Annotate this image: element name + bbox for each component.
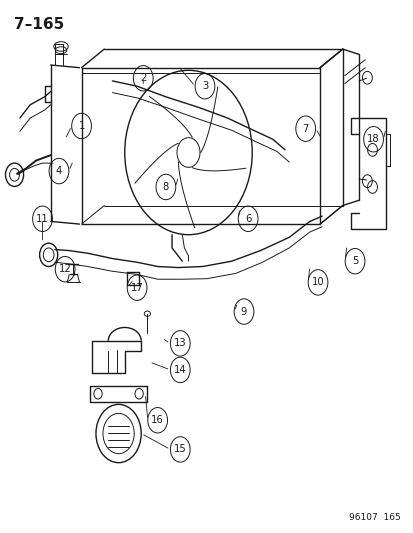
Text: 7: 7 [302, 124, 308, 134]
Text: 5: 5 [351, 256, 357, 266]
Text: 1: 1 [78, 121, 85, 131]
Text: 17: 17 [131, 282, 143, 293]
Text: 7–165: 7–165 [14, 17, 64, 33]
Text: 10: 10 [311, 277, 323, 287]
Text: 18: 18 [366, 134, 379, 144]
Text: 2: 2 [140, 73, 146, 83]
Text: 6: 6 [244, 214, 251, 224]
Text: 16: 16 [151, 415, 164, 425]
Text: 12: 12 [59, 264, 71, 274]
Text: 4: 4 [56, 166, 62, 176]
Text: 96107  165: 96107 165 [348, 513, 399, 522]
Text: 15: 15 [173, 445, 186, 455]
Text: 9: 9 [240, 306, 247, 317]
Text: 3: 3 [201, 81, 208, 91]
Text: 13: 13 [173, 338, 186, 349]
Text: 8: 8 [162, 182, 169, 192]
Text: 14: 14 [173, 365, 186, 375]
Text: 11: 11 [36, 214, 49, 224]
